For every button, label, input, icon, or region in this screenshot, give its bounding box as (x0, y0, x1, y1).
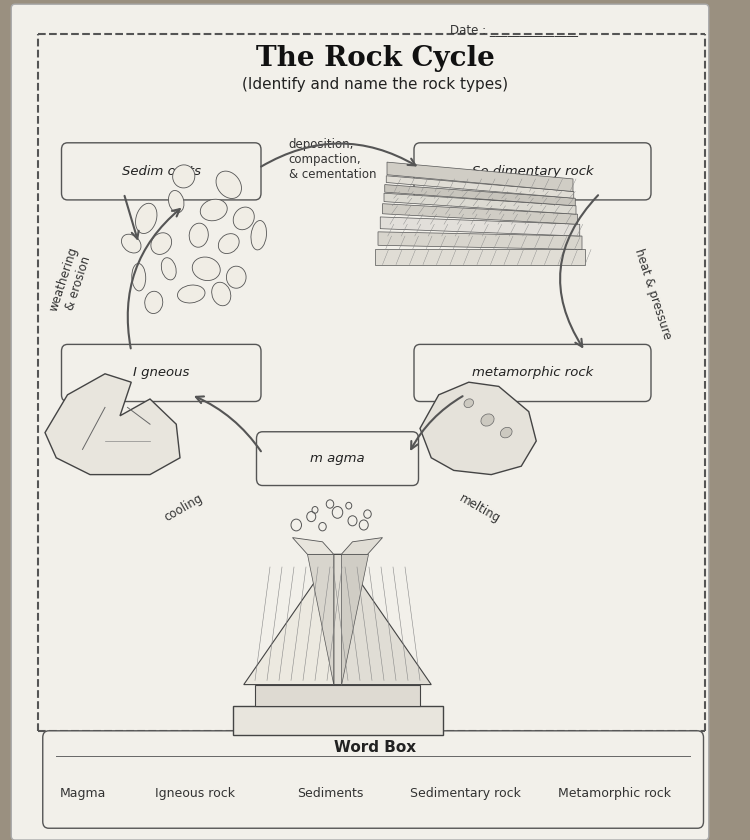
Ellipse shape (151, 233, 172, 255)
Polygon shape (244, 554, 341, 685)
Text: Date : _______________: Date : _______________ (450, 23, 578, 36)
Ellipse shape (218, 234, 239, 254)
FancyBboxPatch shape (414, 143, 651, 200)
Ellipse shape (500, 428, 512, 438)
Text: Sedimentary rock: Sedimentary rock (410, 787, 520, 801)
FancyArrowPatch shape (411, 396, 463, 449)
Ellipse shape (233, 207, 254, 229)
Polygon shape (385, 185, 575, 206)
Polygon shape (380, 217, 580, 236)
Polygon shape (384, 193, 576, 214)
Ellipse shape (189, 223, 209, 247)
Text: weathering
& erosion: weathering & erosion (47, 245, 95, 318)
FancyBboxPatch shape (414, 344, 651, 402)
Ellipse shape (136, 203, 157, 234)
Polygon shape (292, 538, 334, 554)
Ellipse shape (178, 285, 205, 303)
Polygon shape (308, 554, 334, 685)
Text: heat & pressure: heat & pressure (632, 247, 674, 341)
FancyBboxPatch shape (43, 731, 703, 828)
Ellipse shape (172, 165, 195, 188)
Text: Se dimentary rock: Se dimentary rock (472, 165, 593, 178)
FancyArrowPatch shape (261, 144, 416, 166)
Polygon shape (341, 554, 368, 685)
Ellipse shape (122, 234, 141, 253)
Text: m agma: m agma (310, 452, 364, 465)
Ellipse shape (145, 291, 163, 313)
Polygon shape (232, 706, 442, 735)
FancyArrowPatch shape (124, 196, 139, 239)
FancyArrowPatch shape (128, 209, 180, 349)
Text: metamorphic rock: metamorphic rock (472, 366, 593, 380)
Text: Sedim on-ts: Sedim on-ts (122, 165, 201, 178)
Polygon shape (386, 176, 574, 198)
Ellipse shape (211, 282, 231, 306)
Polygon shape (382, 203, 578, 224)
Text: The Rock Cycle: The Rock Cycle (256, 45, 494, 72)
FancyBboxPatch shape (62, 344, 261, 402)
Ellipse shape (161, 258, 176, 280)
Ellipse shape (481, 414, 494, 426)
Polygon shape (387, 162, 573, 192)
Ellipse shape (192, 257, 220, 281)
Text: Sediments: Sediments (297, 787, 363, 801)
FancyBboxPatch shape (256, 432, 418, 486)
Text: Igneous rock: Igneous rock (155, 787, 235, 801)
FancyArrowPatch shape (196, 396, 261, 451)
FancyBboxPatch shape (62, 143, 261, 200)
Ellipse shape (216, 171, 242, 198)
Ellipse shape (251, 221, 266, 249)
Ellipse shape (464, 399, 473, 407)
Polygon shape (420, 382, 536, 475)
Text: deposition,
compaction,
& cementation: deposition, compaction, & cementation (289, 138, 376, 181)
Text: Magma: Magma (59, 787, 106, 801)
Polygon shape (341, 538, 382, 554)
Text: I gneous: I gneous (133, 366, 190, 380)
Text: cooling: cooling (162, 492, 206, 524)
Text: melting: melting (458, 491, 503, 525)
Polygon shape (334, 554, 431, 685)
Ellipse shape (226, 266, 246, 288)
Polygon shape (378, 232, 582, 249)
Text: Metamorphic rock: Metamorphic rock (559, 787, 671, 801)
FancyArrowPatch shape (560, 195, 598, 347)
Ellipse shape (169, 191, 184, 213)
Ellipse shape (200, 199, 227, 221)
Polygon shape (255, 685, 420, 706)
Polygon shape (45, 374, 180, 475)
Ellipse shape (132, 264, 146, 291)
FancyBboxPatch shape (11, 4, 709, 840)
Text: (Identify and name the rock types): (Identify and name the rock types) (242, 76, 508, 92)
Text: Word Box: Word Box (334, 740, 416, 755)
Polygon shape (375, 249, 585, 265)
